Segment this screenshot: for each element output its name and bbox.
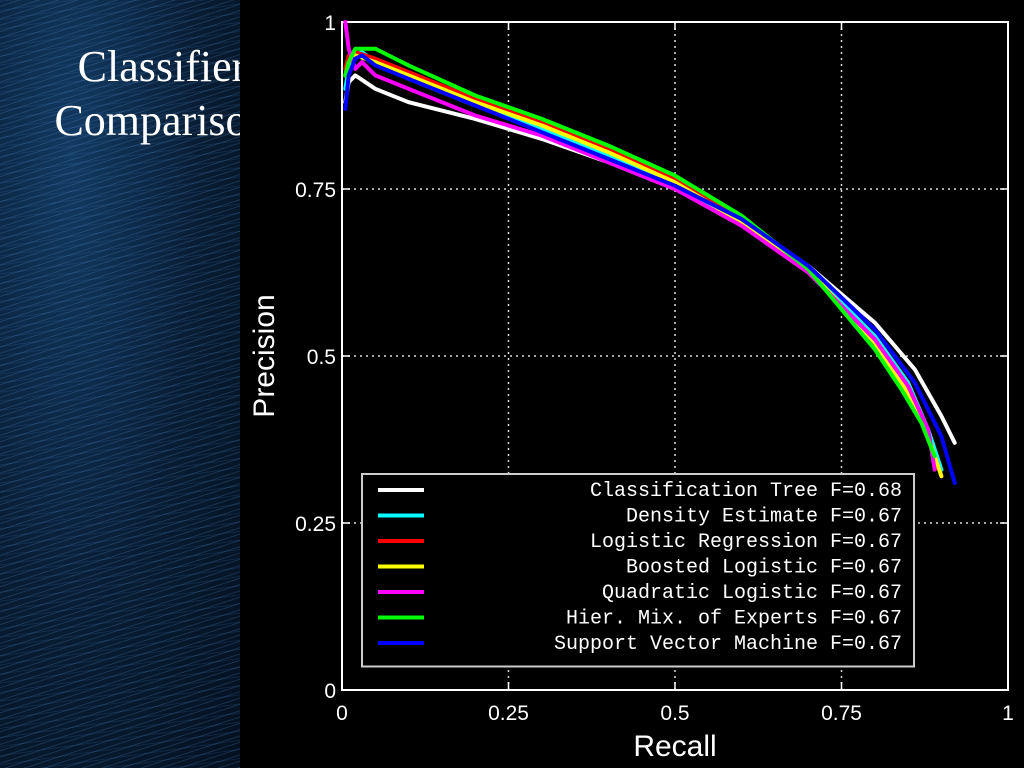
- x-tick-label: 0.25: [488, 702, 529, 725]
- series-line-4: [343, 20, 937, 472]
- series-layer: [343, 20, 957, 485]
- legend-entry: Boosted Logistic F=0.67: [626, 557, 902, 580]
- legend-entry: Hier. Mix. of Experts F=0.67: [566, 608, 902, 631]
- y-tick-label: 1: [324, 12, 336, 35]
- legend-entry: Quadratic Logistic F=0.67: [602, 582, 902, 605]
- y-axis-label: Precision: [248, 294, 281, 417]
- y-tick-label: 0.25: [295, 513, 336, 536]
- x-tick-label: 0.5: [660, 702, 689, 725]
- y-tick-label: 0: [324, 680, 336, 703]
- legend-entry: Support Vector Machine F=0.67: [554, 633, 902, 656]
- legend-entry: Classification Tree F=0.68: [590, 480, 902, 503]
- precision-recall-chart: 0 0.25 0.5 0.75 1 0 0.25 0.5 0.75 1 Recall Precis…: [240, 0, 1024, 768]
- legend-entry: Density Estimate F=0.67: [626, 506, 902, 529]
- y-tick-label: 0.5: [307, 346, 336, 369]
- x-tick-label: 1: [1002, 702, 1014, 725]
- legend-entry: Logistic Regression F=0.67: [590, 531, 902, 554]
- legend-box: [361, 473, 915, 668]
- series-line-6: [343, 53, 957, 485]
- x-axis-label: Recall: [633, 730, 716, 763]
- x-tick-label: 0.75: [821, 702, 862, 725]
- slide-title: Classifier Comparison: [0, 40, 324, 148]
- x-tick-label: 0: [336, 702, 348, 725]
- slide-title-line-1: Classifier: [77, 42, 247, 91]
- y-tick-label: 0.75: [295, 179, 336, 202]
- legend: Classification Tree F=0.68 Density Estima…: [361, 473, 915, 668]
- series-line-5: [343, 46, 937, 459]
- slide-background-panel: [0, 0, 240, 768]
- slide-title-line-2: Comparison: [54, 96, 270, 145]
- tick-layer: 0 0.25 0.5 0.75 1 0 0.25 0.5 0.75 1: [295, 12, 1014, 725]
